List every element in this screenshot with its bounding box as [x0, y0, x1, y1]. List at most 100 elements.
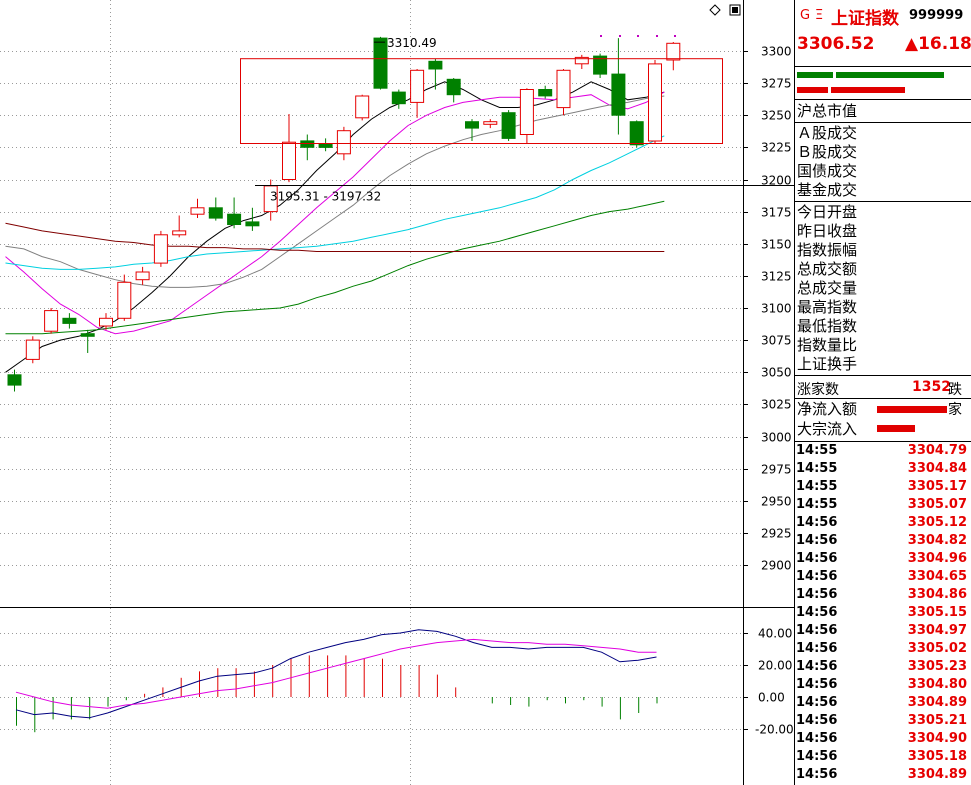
square-toggle-icon[interactable] — [729, 4, 741, 16]
a-share-label: Ａ股成交 — [797, 124, 858, 142]
tick-time: 14:56 — [796, 677, 838, 692]
volume-label: 总成交量 — [797, 279, 858, 297]
tick-time: 14:56 — [796, 551, 838, 566]
candle-body — [501, 112, 516, 139]
candle — [446, 77, 461, 103]
diamond-icon[interactable] — [709, 4, 721, 16]
candle — [25, 336, 40, 364]
candle-body — [556, 69, 571, 109]
candle — [318, 138, 333, 152]
divider — [795, 66, 971, 67]
candle-body — [519, 89, 534, 135]
tick-value: 3305.07 — [907, 497, 967, 512]
candle-body — [190, 207, 205, 215]
candle-body — [373, 37, 388, 89]
up-count-label: 涨家数 — [797, 382, 839, 398]
candle-body — [648, 63, 662, 142]
block-inflow-label: 大宗流入 — [797, 420, 858, 438]
macd-tick-label: -20.00 — [755, 723, 794, 737]
candle-body — [172, 230, 187, 236]
square-toggle-inner — [732, 7, 738, 13]
tick-row: 14:56 3304.80 — [795, 677, 971, 695]
price-tick-label: 3225 — [761, 141, 792, 155]
macd-axis-labels: 40.00 20.00 0.00 -20.00 — [743, 627, 794, 737]
chart-annotations: 3195.31 - 3197.32 3310.49 — [240, 35, 794, 204]
macd-tick-label: 40.00 — [758, 627, 792, 641]
candle-body — [117, 281, 132, 319]
high-label-side: 最高指数 — [797, 298, 858, 316]
divider — [795, 375, 971, 376]
ma-line — [5, 200, 665, 335]
menu-icon[interactable]: Ξ — [815, 8, 824, 23]
candle-body — [282, 141, 296, 180]
tick-row: 14:56 3304.89 — [795, 767, 971, 785]
candle-body — [245, 221, 260, 227]
strength-bar-red-2 — [831, 87, 905, 93]
candle — [648, 59, 662, 144]
candle — [593, 53, 608, 78]
moving-average-lines — [5, 81, 665, 373]
macd-tick-label: 20.00 — [758, 659, 792, 673]
price-tick-label: 2975 — [761, 463, 792, 477]
quote-panel: G Ξ 上证指数 999999 3306.52 ▲16.18 沪总市值 Ａ股成交… — [795, 0, 971, 785]
tick-row: 14:56 3304.82 — [795, 533, 971, 551]
tick-time: 14:56 — [796, 767, 838, 782]
candle-body — [446, 78, 461, 96]
tick-time: 14:56 — [796, 713, 838, 728]
macd-tick-label: 0.00 — [758, 691, 785, 705]
candle-body — [318, 143, 333, 148]
corner-icons[interactable] — [709, 4, 741, 16]
turnover-label: 总成交额 — [797, 260, 858, 278]
tick-value: 3305.12 — [907, 515, 967, 530]
candle — [300, 134, 315, 161]
turnover-rate-label: 上证换手 — [797, 355, 858, 373]
candle-body — [465, 121, 479, 129]
price-tick-label: 3275 — [761, 77, 792, 91]
price-tick-label: 3100 — [761, 302, 792, 316]
candle — [117, 274, 132, 321]
tick-time: 14:56 — [796, 731, 838, 746]
candle — [666, 42, 681, 71]
tick-row: 14:56 3304.97 — [795, 623, 971, 641]
candle-body — [227, 213, 242, 225]
current-price: 3306.52 — [797, 34, 875, 54]
g-icon[interactable]: G — [800, 8, 811, 23]
tick-time: 14:56 — [796, 695, 838, 710]
price-tick-label: 3300 — [761, 45, 792, 59]
tick-row: 14:55 3304.84 — [795, 461, 971, 479]
candle-body — [391, 91, 406, 105]
signal-dot — [637, 35, 639, 37]
price-tick-label: 3050 — [761, 366, 792, 380]
candle — [391, 89, 406, 109]
candle-body — [300, 140, 315, 148]
divider — [795, 441, 971, 442]
candle — [282, 113, 296, 183]
net-inflow-bar — [877, 406, 947, 413]
candle — [190, 198, 205, 219]
price-tick-label: 3150 — [761, 238, 792, 252]
candle — [135, 266, 150, 285]
up-count: 1352 — [912, 379, 951, 395]
tick-time: 14:56 — [796, 641, 838, 656]
tick-time: 14:56 — [796, 659, 838, 674]
range-box — [240, 58, 723, 145]
tick-row: 14:56 3305.12 — [795, 515, 971, 533]
strength-bar-green-2 — [836, 72, 944, 78]
open-label: 今日开盘 — [797, 203, 858, 221]
tick-row: 14:56 3304.96 — [795, 551, 971, 569]
index-code: 999999 — [909, 8, 964, 23]
tick-time: 14:56 — [796, 569, 838, 584]
tick-value: 3305.02 — [907, 641, 967, 656]
candle-body — [629, 121, 644, 146]
candle — [574, 54, 589, 69]
candlesticks — [7, 36, 681, 392]
candle — [7, 369, 22, 392]
tick-row: 14:56 3304.89 — [795, 695, 971, 713]
tick-row: 14:56 3305.15 — [795, 605, 971, 623]
bond-label: 国债成交 — [797, 162, 858, 180]
candle — [611, 38, 626, 135]
candle-body — [62, 317, 77, 324]
divider — [795, 398, 971, 399]
tick-value: 3304.79 — [907, 443, 967, 458]
